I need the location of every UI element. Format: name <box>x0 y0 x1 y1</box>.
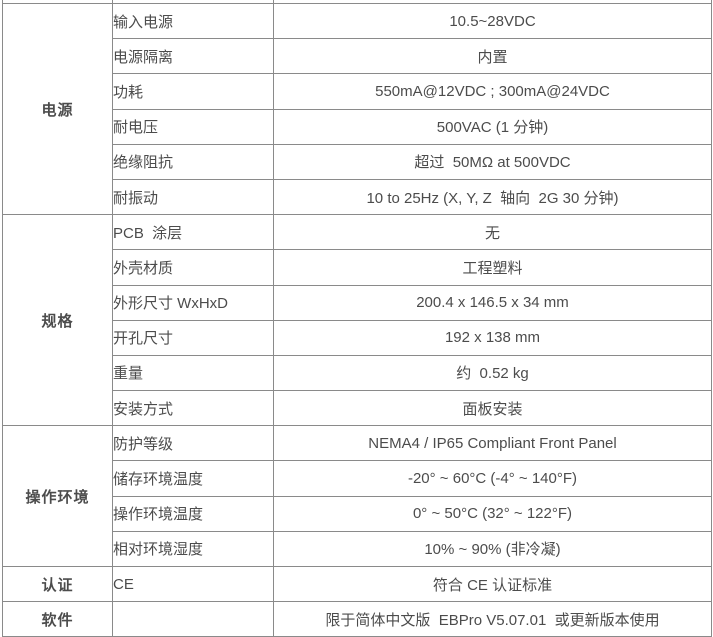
property-value-cell: 超过 50MΩ at 500VDC <box>273 143 712 180</box>
property-value-cell: 10.5~28VDC <box>273 2 712 40</box>
property-name-cell: 安装方式 <box>112 390 274 427</box>
table-row: 电源 输入电源 10.5~28VDC <box>2 2 712 216</box>
property-name-cell: 重量 <box>112 354 274 392</box>
property-name-cell: 功耗 <box>112 73 274 110</box>
table-row: 认证 CE 符合 CE 认证标准 <box>2 565 712 603</box>
property-value-cell: 内置 <box>273 38 712 75</box>
property-value-cell: 10 to 25Hz (X, Y, Z 轴向 2G 30 分钟) <box>273 178 712 216</box>
property-value-cell: 192 x 138 mm <box>273 319 712 356</box>
property-value-cell: 限于简体中文版 EBPro V5.07.01 或更新版本使用 <box>273 601 712 637</box>
table-row: 耐电压 500VAC (1 分钟) <box>3 108 712 145</box>
category-cell: 软件 <box>2 601 113 637</box>
table-row: 外壳材质 工程塑料 <box>3 249 712 286</box>
property-value-cell: 面板安装 <box>273 390 712 427</box>
property-name-cell: 相对环境湿度 <box>112 530 274 568</box>
property-name-cell: 开孔尺寸 <box>112 319 274 356</box>
property-value-cell: 无 <box>273 214 712 251</box>
property-value-cell: -20° ~ 60°C (-4° ~ 140°F) <box>273 460 712 497</box>
property-name-cell: 绝缘阻抗 <box>112 143 274 180</box>
table-row: 软件 限于简体中文版 EBPro V5.07.01 或更新版本使用 <box>2 601 712 637</box>
property-value-cell: 500VAC (1 分钟) <box>273 108 712 145</box>
property-name-cell <box>112 601 274 637</box>
property-name-cell: 外壳材质 <box>112 249 274 286</box>
table-row: 外形尺寸 WxHxD 200.4 x 146.5 x 34 mm <box>3 284 712 321</box>
table-row: 相对环境湿度 10% ~ 90% (非冷凝) <box>3 530 712 568</box>
table-row: 开孔尺寸 192 x 138 mm <box>3 319 712 356</box>
property-name-cell: 耐电压 <box>112 108 274 145</box>
table-row: 安装方式 面板安装 <box>3 390 712 427</box>
table-row: 功耗 550mA@12VDC ; 300mA@24VDC <box>3 73 712 110</box>
property-value-cell: 550mA@12VDC ; 300mA@24VDC <box>273 73 712 110</box>
property-value-cell: 约 0.52 kg <box>273 354 712 392</box>
property-name-cell: 外形尺寸 WxHxD <box>112 284 274 321</box>
category-cell: 电源 <box>2 2 113 216</box>
property-name-cell: PCB 涂层 <box>112 214 274 251</box>
property-name-cell: 操作环境温度 <box>112 495 274 532</box>
property-name-cell: 电源隔离 <box>112 38 274 75</box>
table-row: 电源隔离 内置 <box>3 38 712 75</box>
property-name-cell: CE <box>112 565 274 603</box>
property-value-cell: 工程塑料 <box>273 249 712 286</box>
property-value-cell: NEMA4 / IP65 Compliant Front Panel <box>273 425 712 462</box>
table-row: 重量约 0.52 kg <box>3 354 712 392</box>
category-cell: 规格 <box>2 214 113 427</box>
table-row: 耐振动 10 to 25Hz (X, Y, Z 轴向 2G 30 分钟) <box>3 178 712 216</box>
property-name-cell: 防护等级 <box>112 425 274 462</box>
property-name-cell: 储存环境温度 <box>112 460 274 497</box>
property-name-cell: 耐振动 <box>112 178 274 216</box>
table-row: 绝缘阻抗 超过 50MΩ at 500VDC <box>3 143 712 180</box>
property-value-cell: 符合 CE 认证标准 <box>273 565 712 603</box>
property-value-cell: 10% ~ 90% (非冷凝) <box>273 530 712 568</box>
table-row: 操作环境 防护等级 NEMA4 / IP65 Compliant Front Pan… <box>2 425 712 567</box>
table-row: 储存环境温度 -20° ~ 60°C (-4° ~ 140°F) <box>3 460 712 497</box>
property-value-cell: 200.4 x 146.5 x 34 mm <box>273 284 712 321</box>
table-row: 规格 PCB 涂层无 <box>2 214 712 427</box>
property-value-cell: 0° ~ 50°C (32° ~ 122°F) <box>273 495 712 532</box>
category-cell: 认证 <box>2 565 113 603</box>
category-cell: 操作环境 <box>2 425 113 567</box>
property-name-cell: 输入电源 <box>112 2 274 40</box>
